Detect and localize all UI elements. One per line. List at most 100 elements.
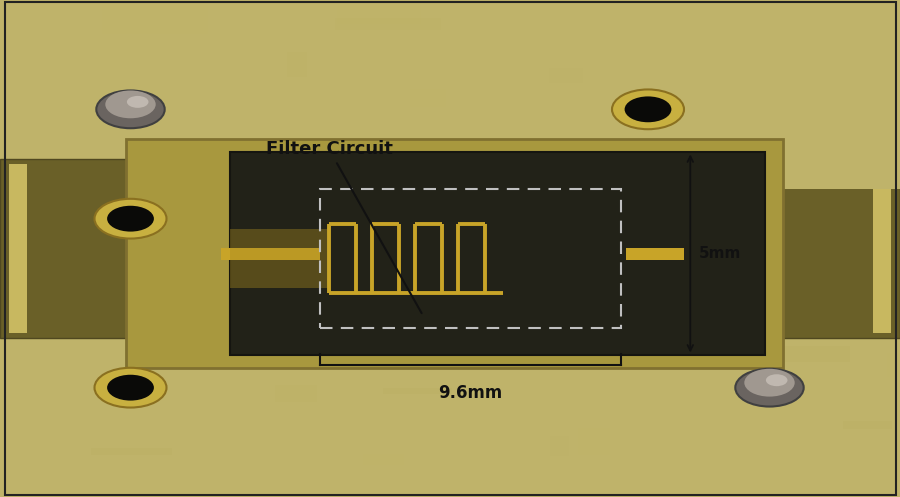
Bar [218,423,317,451]
Bar [100,251,136,279]
Bar [616,163,718,191]
Bar [280,5,314,10]
Bar [338,4,421,24]
Bar [887,353,900,377]
Bar [721,152,790,161]
Bar [843,421,892,428]
Bar [275,385,318,402]
Bar [230,229,328,288]
Bar [723,248,829,263]
Bar [493,267,562,287]
Circle shape [127,96,148,108]
Bar [532,346,600,360]
Bar [434,298,515,309]
Bar [842,144,900,151]
Bar [626,248,684,260]
Bar [331,336,371,365]
Bar [458,31,498,46]
Bar [640,87,689,94]
Bar [323,358,367,371]
Bar [251,123,346,149]
Bar [873,74,900,83]
Circle shape [94,368,166,408]
Bar [860,110,900,130]
Bar [230,152,765,355]
Bar [561,320,585,332]
Bar [472,262,517,282]
Bar [91,448,172,455]
Bar [799,314,827,323]
Bar [798,339,817,367]
Bar [253,202,284,227]
Bar [676,94,703,122]
Circle shape [766,374,788,386]
Bar [410,89,446,107]
Bar [69,325,102,353]
Bar [220,248,320,260]
Bar [426,396,483,411]
Bar [381,295,426,301]
Bar [770,159,900,338]
Bar [30,304,104,326]
Bar [632,293,677,319]
Circle shape [744,369,795,397]
Bar [551,436,569,456]
Bar [320,189,621,328]
Bar [288,47,341,52]
Bar [732,2,838,26]
Bar [90,260,138,269]
Bar [578,428,610,455]
Circle shape [612,89,684,129]
Bar [194,289,214,310]
Bar [225,189,321,208]
Bar [382,388,452,394]
Bar [623,150,661,173]
Polygon shape [648,0,900,189]
Bar [716,40,765,55]
Bar [287,5,391,25]
Text: 9.6mm: 9.6mm [438,384,502,402]
Bar [0,159,130,338]
Bar [835,255,900,284]
Bar [627,161,724,184]
Bar [711,174,813,196]
Bar [102,4,208,34]
Bar [623,354,663,363]
Bar [132,223,171,242]
Bar [549,68,582,83]
Bar [873,164,891,333]
Circle shape [107,206,154,232]
Bar [745,346,850,362]
Bar [896,237,900,263]
Bar [110,308,210,320]
Text: 5mm: 5mm [699,246,742,261]
Bar [356,23,439,36]
Bar [335,18,441,30]
Circle shape [107,375,154,401]
Bar [685,201,772,218]
Circle shape [735,369,804,407]
Bar [626,354,660,383]
Bar [867,67,900,82]
Bar [398,368,425,378]
Bar [320,112,339,120]
Circle shape [96,90,165,128]
Bar [487,151,570,180]
Bar [605,305,637,334]
Bar [37,275,94,299]
Circle shape [625,96,671,122]
Bar [136,218,216,245]
Bar [126,139,783,368]
Bar [94,255,132,270]
Bar [176,132,219,138]
Text: Filter Circuit: Filter Circuit [266,140,421,313]
Bar [161,292,246,315]
Bar [736,52,755,69]
Bar [865,59,900,77]
Bar [364,454,404,465]
Bar [774,154,832,159]
Bar [815,260,865,281]
Bar [9,164,27,333]
Bar [847,278,900,305]
Bar [83,187,150,198]
